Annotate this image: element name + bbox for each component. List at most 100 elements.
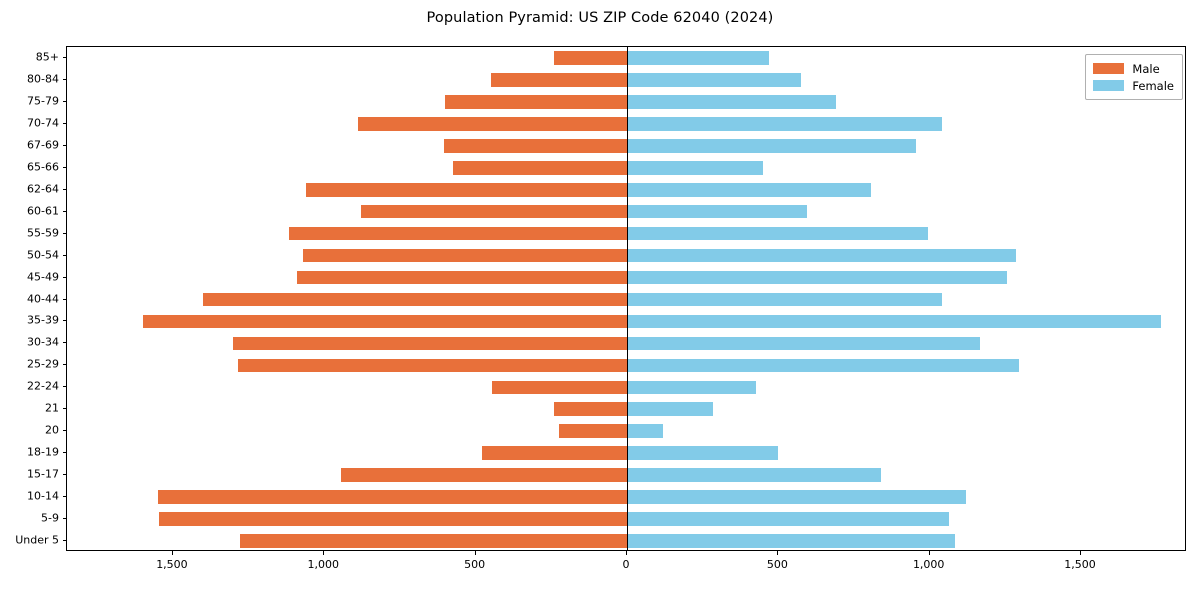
x-tick-label: 1,500: [156, 558, 188, 571]
legend-label-female: Female: [1132, 78, 1174, 93]
bar-female-21: [627, 402, 714, 417]
bar-male-55-59: [289, 226, 627, 241]
x-tick-mark: [474, 551, 476, 555]
y-tick-mark: [62, 276, 66, 278]
legend-entry-female: Female: [1093, 77, 1174, 94]
bar-female-35-39: [627, 314, 1162, 329]
bar-row: [67, 117, 1185, 131]
x-tick-mark: [626, 551, 627, 555]
bar-row: [67, 468, 1185, 482]
bar-male-80-84: [490, 73, 627, 87]
x-tick-label: 1,000: [307, 558, 340, 571]
bar-male-70-74: [357, 117, 627, 131]
bar-female-70-74: [627, 117, 942, 131]
bar-row: [67, 446, 1185, 460]
y-tick-mark: [62, 342, 66, 344]
bar-row: [67, 424, 1185, 439]
bar-male-21: [554, 402, 627, 417]
bar-male-22-24: [492, 380, 627, 395]
legend-swatch-female: [1093, 80, 1125, 91]
bar-male-18-19: [481, 446, 627, 460]
bar-female-25-29: [627, 358, 1019, 373]
bar-row: [67, 182, 1185, 197]
plot-area: [66, 46, 1186, 551]
y-tick-label-65-66: 65-66: [27, 160, 59, 174]
y-tick-label-5-9: 5-9: [41, 511, 59, 525]
y-tick-mark: [62, 430, 66, 432]
bar-female-60-61: [627, 204, 808, 219]
y-tick-label-30-34: 30-34: [27, 335, 59, 349]
bar-female-75-79: [627, 95, 836, 109]
x-tick-mark: [323, 551, 325, 555]
zero-axis-line: [627, 47, 628, 550]
x-tick-mark: [1080, 551, 1082, 555]
legend-label-male: Male: [1132, 61, 1160, 76]
y-tick-label-35-39: 35-39: [27, 313, 59, 327]
y-tick-label-60-61: 60-61: [27, 204, 59, 218]
y-tick-label-18-19: 18-19: [27, 445, 59, 459]
bar-female-15-17: [627, 468, 882, 482]
y-tick-mark: [62, 496, 66, 498]
x-tick-mark: [171, 551, 173, 555]
bar-row: [67, 314, 1185, 329]
bar-row: [67, 95, 1185, 109]
bar-female-55-59: [627, 226, 929, 241]
bar-male-45-49: [297, 270, 627, 285]
bar-female-80-84: [627, 73, 802, 87]
bar-row: [67, 51, 1185, 65]
y-tick-mark: [62, 144, 66, 146]
bar-row: [67, 380, 1185, 395]
bar-female-67-69: [627, 138, 917, 153]
y-tick-mark: [62, 210, 66, 212]
x-tick-label: 500: [464, 558, 486, 571]
y-tick-label-67-69: 67-69: [27, 138, 59, 152]
bar-female-5-9: [627, 512, 950, 526]
y-tick-mark: [62, 78, 66, 80]
y-tick-label-80-84: 80-84: [27, 72, 59, 86]
bar-female-85+: [627, 51, 770, 65]
bar-row: [67, 160, 1185, 175]
bar-row: [67, 512, 1185, 526]
x-tick-label: 1,000: [912, 558, 945, 571]
bar-female-65-66: [627, 160, 764, 175]
y-tick-label-62-64: 62-64: [27, 182, 59, 196]
bar-female-20: [627, 424, 664, 439]
bar-male-50-54: [303, 248, 627, 263]
bar-female-under-5: [627, 534, 956, 548]
bar-male-30-34: [233, 336, 627, 351]
bar-row: [67, 204, 1185, 219]
y-tick-mark: [62, 100, 66, 102]
bar-female-30-34: [627, 336, 980, 351]
bar-row: [67, 73, 1185, 87]
y-tick-label-85+: 85+: [35, 50, 59, 64]
y-tick-label-40-44: 40-44: [27, 292, 59, 305]
y-tick-mark: [62, 518, 66, 520]
bar-male-35-39: [142, 314, 627, 329]
y-tick-label-21: 21: [45, 401, 59, 415]
x-tick-mark: [777, 551, 779, 555]
x-tick-mark: [928, 551, 930, 555]
bar-female-50-54: [627, 248, 1016, 263]
y-tick-label-under-5: Under 5: [15, 533, 59, 547]
bar-male-85+: [554, 51, 627, 65]
bar-row: [67, 138, 1185, 153]
bar-female-62-64: [627, 182, 871, 197]
y-tick-mark: [62, 386, 66, 388]
y-tick-mark: [62, 540, 66, 542]
x-tick-label: 500: [766, 558, 788, 571]
bar-row: [67, 336, 1185, 351]
bars-layer: [67, 47, 1185, 550]
chart-title: Population Pyramid: US ZIP Code 62040 (2…: [426, 10, 774, 26]
bar-male-62-64: [306, 182, 627, 197]
x-tick-label: 0: [622, 558, 630, 571]
y-tick-label-15-17: 15-17: [27, 467, 59, 481]
bar-row: [67, 358, 1185, 373]
y-tick-mark: [62, 122, 66, 124]
bar-female-18-19: [627, 446, 779, 460]
bar-female-10-14: [627, 490, 967, 504]
y-tick-mark: [62, 298, 66, 300]
bar-male-67-69: [443, 138, 627, 153]
bar-male-40-44: [203, 292, 627, 307]
y-tick-mark: [62, 188, 66, 190]
